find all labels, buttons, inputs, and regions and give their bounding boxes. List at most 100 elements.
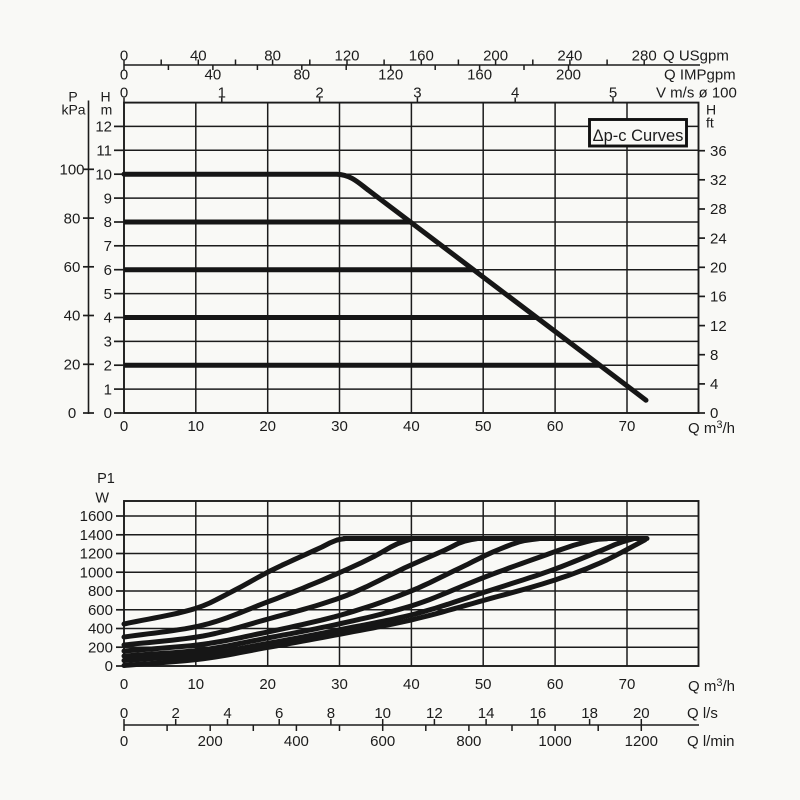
svg-text:Δp-c Curves: Δp-c Curves — [593, 127, 684, 145]
svg-text:18: 18 — [581, 705, 598, 722]
svg-text:4: 4 — [511, 85, 519, 102]
svg-text:12: 12 — [95, 119, 112, 136]
svg-text:100: 100 — [59, 162, 84, 179]
svg-text:60: 60 — [547, 418, 564, 435]
svg-text:6: 6 — [275, 705, 283, 722]
svg-text:P1: P1 — [97, 471, 115, 487]
svg-text:12: 12 — [426, 705, 443, 722]
svg-text:36: 36 — [710, 143, 727, 160]
svg-text:1: 1 — [218, 85, 226, 102]
svg-text:3: 3 — [413, 85, 421, 102]
svg-text:P: P — [68, 89, 77, 105]
svg-text:200: 200 — [483, 48, 508, 65]
svg-text:1200: 1200 — [625, 733, 658, 750]
svg-text:10: 10 — [95, 166, 112, 183]
svg-text:50: 50 — [475, 676, 492, 693]
svg-text:0: 0 — [710, 405, 718, 422]
svg-text:0: 0 — [120, 48, 128, 65]
svg-text:8: 8 — [710, 347, 718, 364]
svg-text:10: 10 — [374, 705, 391, 722]
svg-text:120: 120 — [378, 67, 403, 84]
svg-text:160: 160 — [467, 67, 492, 84]
svg-text:4: 4 — [223, 705, 231, 722]
svg-text:2: 2 — [172, 705, 180, 722]
svg-text:30: 30 — [331, 676, 348, 693]
svg-text:400: 400 — [88, 621, 113, 638]
svg-text:W: W — [95, 491, 109, 507]
svg-text:0: 0 — [120, 676, 128, 693]
svg-text:40: 40 — [190, 48, 207, 65]
svg-text:1000: 1000 — [538, 733, 571, 750]
svg-text:8: 8 — [104, 214, 112, 231]
svg-text:60: 60 — [64, 259, 81, 276]
svg-text:50: 50 — [475, 418, 492, 435]
svg-text:4: 4 — [710, 376, 718, 393]
svg-text:V m/s ø 100: V m/s ø 100 — [656, 85, 737, 102]
svg-text:Q IMPgpm: Q IMPgpm — [664, 67, 736, 84]
svg-text:1000: 1000 — [80, 565, 113, 582]
svg-text:12: 12 — [710, 318, 727, 335]
svg-text:8: 8 — [327, 705, 335, 722]
svg-text:1: 1 — [104, 381, 112, 398]
svg-text:20: 20 — [710, 260, 727, 277]
svg-text:0: 0 — [105, 658, 113, 675]
svg-text:3: 3 — [104, 334, 112, 351]
svg-text:280: 280 — [632, 48, 657, 65]
svg-text:800: 800 — [456, 733, 481, 750]
svg-text:5: 5 — [609, 85, 617, 102]
svg-text:2: 2 — [104, 357, 112, 374]
svg-text:24: 24 — [710, 230, 727, 247]
svg-text:kPa: kPa — [61, 102, 85, 118]
svg-text:0: 0 — [104, 405, 112, 422]
svg-text:H: H — [706, 102, 716, 118]
svg-text:m: m — [101, 102, 113, 118]
svg-text:70: 70 — [619, 676, 636, 693]
svg-text:10: 10 — [187, 676, 204, 693]
svg-text:70: 70 — [619, 418, 636, 435]
svg-text:6: 6 — [104, 262, 112, 279]
svg-text:Q m3/h: Q m3/h — [688, 419, 735, 437]
svg-text:0: 0 — [68, 405, 76, 422]
svg-text:11: 11 — [96, 143, 112, 160]
svg-text:160: 160 — [409, 48, 434, 65]
svg-text:16: 16 — [710, 289, 727, 306]
svg-text:600: 600 — [370, 733, 395, 750]
svg-text:32: 32 — [710, 172, 727, 189]
svg-text:1400: 1400 — [80, 527, 113, 544]
svg-text:1200: 1200 — [80, 546, 113, 563]
svg-text:4: 4 — [104, 310, 112, 327]
svg-text:40: 40 — [403, 676, 420, 693]
svg-text:80: 80 — [293, 67, 310, 84]
svg-text:60: 60 — [547, 676, 564, 693]
svg-text:9: 9 — [104, 190, 112, 207]
svg-text:5: 5 — [104, 286, 112, 303]
svg-text:800: 800 — [88, 583, 113, 600]
svg-text:10: 10 — [187, 418, 204, 435]
svg-text:40: 40 — [64, 308, 81, 325]
svg-text:200: 200 — [556, 67, 581, 84]
svg-text:200: 200 — [88, 640, 113, 657]
svg-text:240: 240 — [557, 48, 582, 65]
svg-text:1600: 1600 — [80, 508, 113, 525]
svg-text:400: 400 — [284, 733, 309, 750]
svg-text:0: 0 — [120, 67, 128, 84]
svg-text:40: 40 — [403, 418, 420, 435]
svg-text:Q l/min: Q l/min — [687, 733, 735, 750]
svg-text:20: 20 — [64, 357, 81, 374]
svg-text:16: 16 — [530, 705, 547, 722]
svg-text:20: 20 — [633, 705, 650, 722]
svg-text:7: 7 — [104, 238, 112, 255]
svg-text:0: 0 — [120, 705, 128, 722]
svg-text:Q m3/h: Q m3/h — [688, 677, 735, 695]
svg-text:20: 20 — [259, 418, 276, 435]
svg-text:40: 40 — [205, 67, 222, 84]
svg-text:0: 0 — [120, 418, 128, 435]
svg-text:30: 30 — [331, 418, 348, 435]
svg-text:Q l/s: Q l/s — [687, 705, 718, 722]
svg-text:14: 14 — [478, 705, 495, 722]
svg-text:200: 200 — [198, 733, 223, 750]
svg-text:2: 2 — [315, 85, 323, 102]
svg-text:ft: ft — [706, 115, 714, 131]
svg-text:120: 120 — [334, 48, 359, 65]
svg-text:600: 600 — [88, 602, 113, 619]
